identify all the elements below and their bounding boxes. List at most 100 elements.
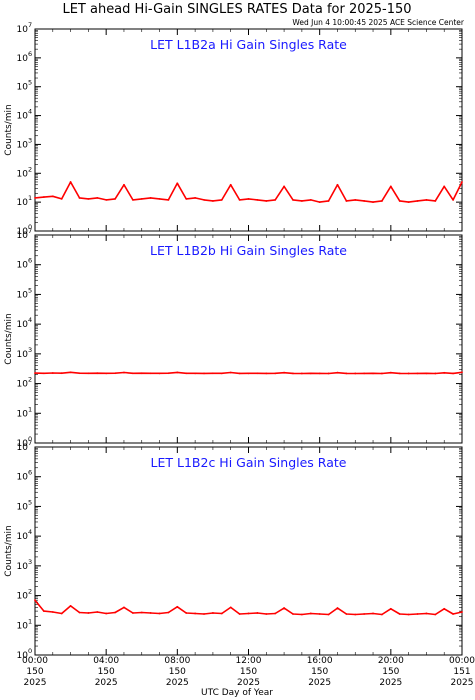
y-tick-exponent: 1 [28,405,32,413]
x-tick-label: 150 [240,667,257,677]
plot-frame [34,28,463,232]
y-tick-label: 10 [17,25,29,35]
data-point [345,372,348,375]
data-point [78,372,81,375]
y-tick-label: 10 [17,350,29,360]
y-tick-label: 10 [17,290,29,300]
x-tick-label: 150 [26,667,43,677]
data-point [123,606,125,609]
panel-title: LET L1B2a Hi Gain Singles Rate [150,37,347,52]
data-point [389,185,392,188]
y-tick-label: 10 [17,198,29,208]
data-point [443,185,446,188]
y-tick-exponent: 2 [28,165,32,173]
data-point [443,607,446,610]
figure-title: LET ahead Hi-Gain SINGLES RATES Data for… [62,2,411,17]
y-tick-exponent: 1 [28,194,32,202]
y-tick-exponent: 3 [28,346,32,354]
data-point [416,200,419,202]
y-tick-label: 10 [17,532,29,542]
data-point [265,200,268,202]
y-tick-exponent: 7 [28,21,32,29]
y-tick-label: 10 [17,54,29,64]
data-point [176,605,179,608]
data-point [363,372,366,375]
y-tick-exponent: 3 [28,136,32,144]
y-tick-label: 10 [17,227,29,237]
y-tick-label: 10 [17,380,29,390]
data-point [229,371,232,374]
data-point [283,371,285,374]
data-point [381,613,383,616]
data-point [78,611,81,614]
data-point [372,201,374,204]
plot-frame [34,234,463,444]
x-tick-label: 16:00 [307,656,333,666]
data-point [203,613,205,615]
y-tick-exponent: 5 [28,286,32,294]
data-point [60,372,63,375]
x-tick-label: 00:00 [449,656,475,666]
data-point [69,604,72,607]
y-tick-label: 10 [17,83,29,93]
data-point [443,371,446,374]
data-point [336,607,339,609]
data-point [407,372,410,375]
y-tick-label: 10 [17,651,29,661]
data-point [149,197,152,199]
x-tick-label: 12:00 [236,656,262,666]
panel-title: LET L1B2b Hi Gain Singles Rate [150,243,347,258]
data-point [34,599,36,602]
data-point [96,197,99,199]
data-point [238,198,241,201]
data-point [318,372,321,375]
data-point [185,612,188,614]
x-tick-label: 2025 [166,678,189,688]
data-point [34,197,36,199]
data-point [185,197,188,200]
data-point [114,197,116,200]
x-tick-label: 2025 [308,678,331,688]
x-tick-label: 2025 [379,678,402,688]
y-tick-label: 10 [17,140,29,150]
data-point [78,197,81,199]
y-tick-label: 10 [17,473,29,483]
data-point [336,183,339,186]
plot-frame [34,446,463,656]
data-point [212,372,214,375]
data-point [212,612,214,614]
data-point [407,613,410,616]
data-point [131,612,134,614]
x-tick-label: 151 [453,667,470,677]
y-tick-exponent: 6 [28,50,32,58]
data-point [292,198,294,201]
data-point [167,611,170,614]
data-point [434,613,437,616]
data-point [327,200,330,202]
y-tick-label: 10 [17,231,29,241]
data-point [318,201,321,204]
data-point [69,181,72,183]
x-tick-label: 00:00 [22,656,48,666]
data-point [167,198,170,201]
data-point [131,372,134,375]
data-point [461,611,463,613]
data-point [229,606,232,609]
data-point [140,197,143,200]
data-point [425,612,428,615]
data-point [345,200,348,202]
data-point [363,200,366,202]
data-point [425,198,428,201]
data-point [336,371,339,374]
data-point [42,610,45,613]
data-point [434,200,437,202]
data-point [309,372,312,375]
data-point [398,613,401,615]
data-point [69,371,72,374]
data-point [283,185,285,188]
y-tick-label: 10 [17,169,29,179]
data-point [203,372,205,375]
x-tick-label: 2025 [24,678,47,688]
